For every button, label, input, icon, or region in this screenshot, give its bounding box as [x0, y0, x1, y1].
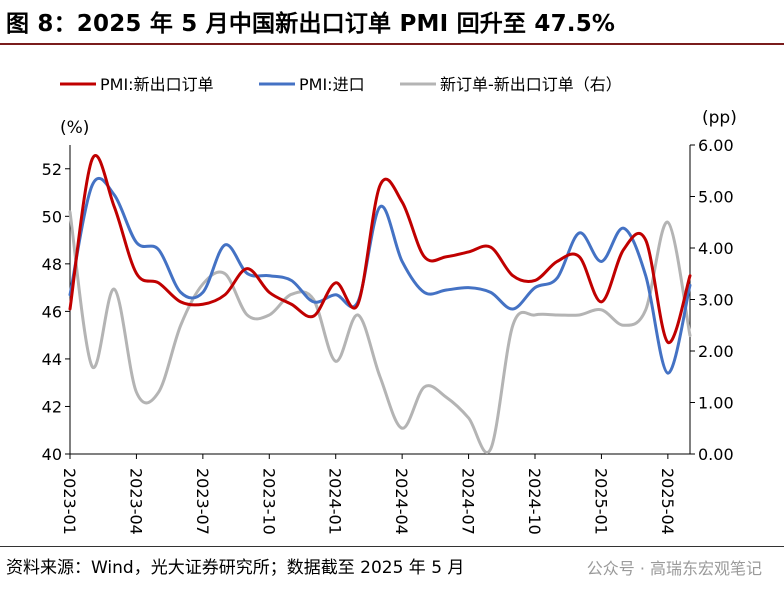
left-tick-label: 52: [42, 160, 62, 179]
x-tick-label: 2023-04: [126, 468, 145, 535]
right-tick-label: 2.00: [698, 342, 734, 361]
x-tick-label: 2023-10: [259, 468, 278, 535]
legend-label: 新订单-新出口订单（右）: [440, 75, 622, 94]
x-tick-label: 2024-10: [525, 468, 544, 535]
series-line-new-export-orders: [68, 154, 692, 344]
source-rule: [0, 546, 784, 547]
legend: PMI:新出口订单 PMI:进口 新订单-新出口订单（右）: [60, 75, 622, 94]
source-note: 资料来源：Wind，光大证券研究所；数据截至 2025 年 5 月: [6, 558, 465, 578]
x-tick-label: 2025-01: [591, 468, 610, 535]
axes: 52 50 48 46 44 42 40 6.00 5.00 4.00 3.00 2.00 1.00 0.…: [42, 136, 734, 535]
x-tick-label: 2024-07: [459, 468, 478, 535]
left-axis-unit: (%): [60, 118, 89, 138]
right-tick-label: 6.00: [698, 136, 734, 155]
left-tick-label: 46: [42, 302, 62, 321]
figure-title: 图 8：2025 年 5 月中国新出口订单 PMI 回升至 47.5%: [6, 11, 616, 37]
x-tick-label: 2024-01: [326, 468, 345, 535]
left-tick-label: 42: [42, 397, 62, 416]
plot-lines: [68, 154, 692, 454]
legend-label: PMI:新出口订单: [100, 75, 214, 94]
watermark: 公众号 · 高瑞东宏观笔记: [586, 559, 762, 578]
legend-item-imports: PMI:进口: [259, 75, 365, 94]
left-tick-label: 40: [42, 445, 62, 464]
x-tick-label: 2024-04: [392, 468, 411, 535]
legend-label: PMI:进口: [299, 75, 365, 94]
right-tick-label: 5.00: [698, 188, 734, 207]
left-tick-label: 50: [42, 207, 62, 226]
right-tick-label: 3.00: [698, 291, 734, 310]
x-tick-label: 2023-01: [60, 468, 79, 535]
left-tick-label: 48: [42, 255, 62, 274]
series-line-imports: [68, 177, 692, 375]
x-tick-label: 2025-04: [658, 468, 677, 535]
right-tick-label: 0.00: [698, 445, 734, 464]
right-tick-label: 1.00: [698, 394, 734, 413]
legend-item-order-gap: 新订单-新出口订单（右）: [400, 75, 622, 94]
series-line-order-gap: [68, 210, 692, 454]
legend-item-new-export-orders: PMI:新出口订单: [60, 75, 214, 94]
title-rule: [0, 43, 784, 45]
x-tick-label: 2023-07: [193, 468, 212, 535]
right-tick-label: 4.00: [698, 239, 734, 258]
chart: PMI:新出口订单 PMI:进口 新订单-新出口订单（右） (%) (pp) 525…: [42, 75, 737, 535]
left-tick-label: 44: [42, 350, 62, 369]
right-axis-unit: (pp): [702, 108, 737, 128]
